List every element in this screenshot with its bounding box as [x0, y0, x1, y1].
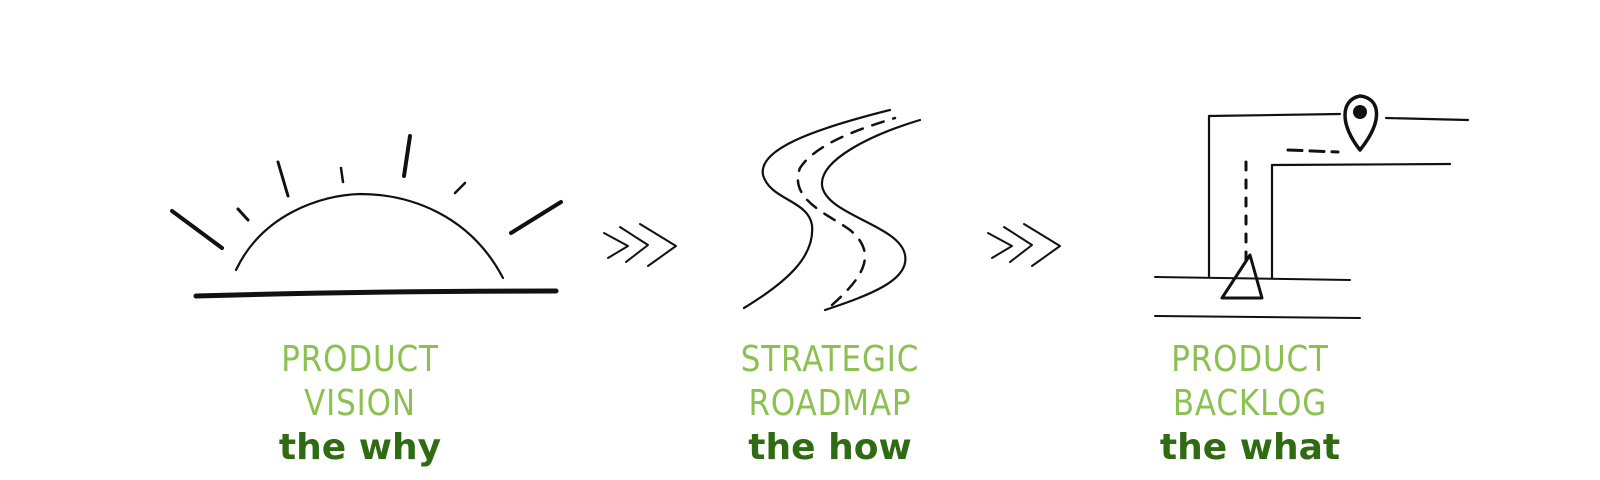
sunrise-icon — [170, 134, 563, 299]
step-subtitle: the what — [1159, 427, 1341, 468]
step-subtitle: the why — [278, 427, 442, 468]
step-subtitle: the how — [748, 427, 912, 468]
triple-chevron-arrow-icon — [603, 223, 677, 267]
step-title-line2: BACKLOG — [1172, 383, 1328, 424]
step-title-line1: PRODUCT — [1171, 339, 1329, 380]
step-product-backlog: PRODUCT BACKLOG the what — [1150, 342, 1350, 466]
winding-road-icon — [742, 108, 922, 312]
step-product-vision: PRODUCT VISION the why — [260, 342, 460, 466]
triple-chevron-arrow-icon — [987, 223, 1061, 267]
step-title-line2: VISION — [304, 383, 416, 424]
step-title-line1: STRATEGIC — [740, 339, 920, 380]
road-with-location-pin-icon — [1154, 94, 1470, 319]
step-strategic-roadmap: STRATEGIC ROADMAP the how — [720, 342, 940, 466]
step-title-line2: ROADMAP — [748, 383, 912, 424]
step-title-line1: PRODUCT — [281, 339, 439, 380]
